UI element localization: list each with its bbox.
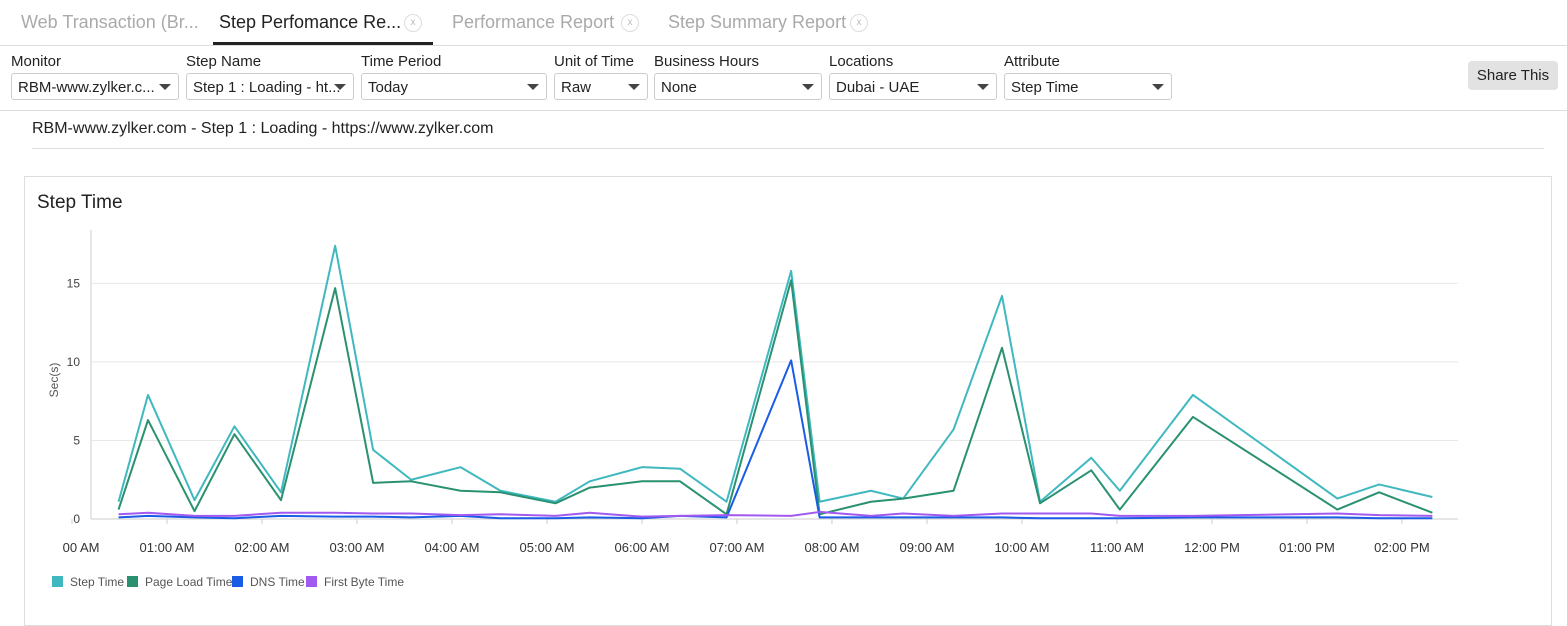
dropdown-value: Dubai - UAE xyxy=(836,79,920,96)
x-tick-label: 01:00 PM xyxy=(1279,540,1335,555)
x-tick-label: 08:00 AM xyxy=(805,540,860,555)
caret xyxy=(628,84,640,90)
x-tick-labels: 12:00 AM 01:00 AM 02:00 AM 03:00 AM 04:00 AM… xyxy=(45,540,1430,555)
caret xyxy=(159,84,171,90)
tab-divider xyxy=(0,45,1567,46)
filter-label: Locations xyxy=(829,53,894,70)
series-line xyxy=(117,279,1433,516)
tab[interactable]: Performance Report xyxy=(452,12,615,32)
page: Web Transaction (Br... Step Perfomance R… xyxy=(0,12,1567,626)
close-tab[interactable]: x xyxy=(850,14,868,32)
legend-swatch xyxy=(127,576,138,587)
filter-label: Business Hours xyxy=(654,53,760,70)
tab[interactable]: Step Perfomance Re... xyxy=(219,12,402,32)
filter-label: Attribute xyxy=(1004,53,1060,70)
tab[interactable]: Web Transaction (Br... xyxy=(21,12,199,32)
x-tick-label: 04:00 AM xyxy=(425,540,480,555)
dropdown[interactable]: Dubai - UAE xyxy=(829,73,997,100)
caret xyxy=(334,84,346,90)
x-tick-label: 02:00 AM xyxy=(235,540,290,555)
y-tick-label: 15 xyxy=(67,276,81,290)
y-tick-label: 5 xyxy=(73,433,80,447)
x-tick-label: 11:00 AM xyxy=(1090,540,1144,555)
x-tick-label: 06:00 AM xyxy=(615,540,670,555)
series-line xyxy=(117,244,1433,503)
filter-label: Step Name xyxy=(186,53,262,70)
caret xyxy=(802,84,814,90)
heading-underline xyxy=(32,148,1544,149)
close-tab[interactable]: x xyxy=(404,14,422,32)
filter-label: Monitor xyxy=(11,53,62,70)
x-tick-label: 05:00 AM xyxy=(520,540,575,555)
active-tab-underline xyxy=(213,42,433,45)
x-tick-label: 03:00 AM xyxy=(330,540,385,555)
dropdown[interactable]: Step Time xyxy=(1004,73,1172,100)
x-tick-label: 01:00 AM xyxy=(140,540,195,555)
dropdown[interactable]: RBM-www.zylker.c... xyxy=(11,73,179,100)
x-tick-label: 02:00 PM xyxy=(1374,540,1430,555)
legend-swatch xyxy=(52,576,63,587)
heading: RBM-www.zylker.com - Step 1 : Loading - … xyxy=(32,120,494,137)
x-tick-label: 07:00 AM xyxy=(710,540,765,555)
filter-label: Time Period xyxy=(361,53,442,70)
chart-title: Step Time xyxy=(37,192,123,213)
legend-swatch xyxy=(232,576,243,587)
y-tick-label: 0 xyxy=(73,512,80,526)
series-line xyxy=(118,510,1433,518)
caret xyxy=(1152,84,1164,90)
legend-label: Page Load Time xyxy=(145,575,233,589)
chart: Step Time Sec(s) 0 5 10 15 12:00 AM 01:00 AM 0… xyxy=(37,192,1458,589)
dropdown[interactable]: None xyxy=(654,73,822,100)
filter-label: Unit of Time xyxy=(554,53,635,70)
dropdown[interactable]: Today xyxy=(361,73,547,100)
filter-divider xyxy=(0,110,1567,111)
dropdown-value: Today xyxy=(368,79,409,96)
dropdown-value: Step Time xyxy=(1011,79,1079,96)
tab[interactable]: Step Summary Report xyxy=(668,12,847,32)
x-tick-label: 10:00 AM xyxy=(994,540,1049,555)
y-axis-label: Sec(s) xyxy=(47,363,61,398)
dropdown[interactable]: Raw xyxy=(554,73,648,100)
y-tick-label: 10 xyxy=(67,355,81,369)
x-tick-label: 09:00 AM xyxy=(900,540,955,555)
caret xyxy=(527,84,539,90)
share-button[interactable]: Share This xyxy=(1468,61,1558,90)
x-tick-label: 12:00 PM xyxy=(1184,540,1240,555)
dropdown-value: None xyxy=(661,79,697,96)
legend-label: Step Time xyxy=(70,575,124,589)
dropdown[interactable]: Step 1 : Loading - ht... xyxy=(186,73,354,100)
dropdown-value: Raw xyxy=(561,79,592,96)
dropdown-value: Step 1 : Loading - ht... xyxy=(193,79,341,96)
caret xyxy=(977,84,989,90)
legend-swatch xyxy=(306,576,317,587)
dropdown-value: RBM-www.zylker.c... xyxy=(18,79,155,96)
close-tab[interactable]: x xyxy=(621,14,639,32)
x-tick-label: 12:00 AM xyxy=(45,540,100,555)
legend-label: First Byte Time xyxy=(324,575,404,589)
legend-label: DNS Time xyxy=(250,575,305,589)
series-line xyxy=(118,359,1433,520)
